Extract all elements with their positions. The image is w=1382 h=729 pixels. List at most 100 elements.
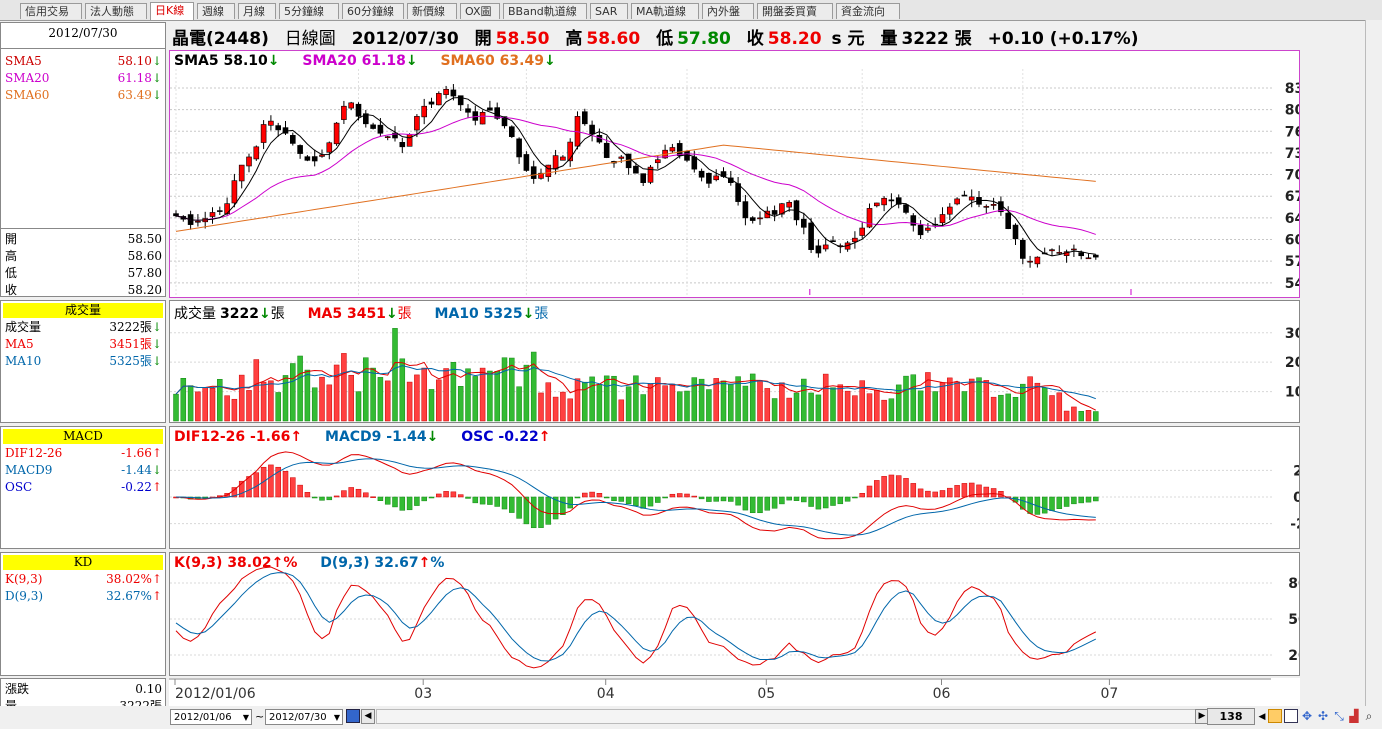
- search-icon[interactable]: ⌕: [1365, 709, 1373, 723]
- candle-body: [1071, 248, 1077, 251]
- volume-bar: [640, 394, 646, 422]
- legend-vol-ma5: MA5 3451: [307, 306, 386, 322]
- volume-bar: [713, 378, 719, 422]
- osc-bar: [428, 496, 435, 499]
- close-label: 收: [746, 29, 764, 49]
- volume-bar: [742, 385, 749, 422]
- x-tick-label: 2012/01/06: [175, 686, 256, 702]
- volume-bar: [866, 393, 873, 422]
- tab-13[interactable]: 開盤委買賣: [757, 3, 833, 19]
- candle-body: [552, 155, 559, 170]
- tab-7[interactable]: 新價線: [407, 3, 457, 19]
- row-value: -0.22↑: [121, 480, 162, 494]
- volume-bar: [917, 390, 924, 422]
- volume-bar: [808, 392, 814, 422]
- row-label: D(9,3): [5, 589, 44, 603]
- osc-bar: [976, 484, 982, 498]
- candle-body: [363, 113, 369, 125]
- volume-bar: [633, 375, 639, 422]
- row-value: -1.66↑: [121, 446, 162, 460]
- tab-8[interactable]: OX圖: [460, 3, 500, 19]
- tab-9[interactable]: BBand軌道線: [503, 3, 587, 19]
- fullscreen-icon[interactable]: ✣: [1317, 709, 1329, 723]
- volume-bar: [282, 375, 289, 422]
- candle-body: [968, 196, 975, 201]
- candle-body: [465, 108, 471, 113]
- candle-body: [1012, 224, 1019, 240]
- tab-2[interactable]: 日K線: [150, 2, 194, 20]
- tab-12[interactable]: 內外盤: [702, 3, 754, 19]
- row-label: 開: [5, 232, 18, 246]
- scroll-left-icon[interactable]: ◀: [361, 709, 375, 724]
- volume-title: 成交量: [3, 303, 163, 318]
- volume-bar: [487, 370, 493, 422]
- legend-sma20: SMA20 61.18↓: [302, 53, 418, 69]
- candle-body: [771, 210, 778, 215]
- candle-body: [326, 142, 333, 153]
- tab-0[interactable]: 信用交易: [20, 3, 82, 19]
- tab-3[interactable]: 週線: [197, 3, 235, 19]
- row-label: OSC: [5, 480, 33, 494]
- expand-icon[interactable]: ✥: [1301, 709, 1313, 723]
- tab-11[interactable]: MA軌道線: [631, 3, 699, 19]
- arrow-down-icon: ↓: [151, 337, 162, 351]
- volume-bar: [903, 375, 909, 422]
- bar-chart-icon[interactable]: ▟: [1349, 709, 1359, 723]
- shrink-icon[interactable]: ⤡: [1334, 709, 1344, 723]
- start-date-select[interactable]: 2012/01/06 ▼: [170, 709, 252, 725]
- lp-foot-row-0: 漲跌 0.10: [5, 681, 162, 697]
- candle-body: [640, 173, 647, 183]
- osc-bar: [618, 496, 625, 502]
- volume-bar: [1034, 382, 1041, 422]
- tab-4[interactable]: 月線: [238, 3, 276, 19]
- candle-body: [516, 138, 522, 158]
- candle-body: [290, 135, 296, 144]
- row-value: 58.60: [127, 249, 162, 263]
- candle-body: [866, 208, 873, 228]
- osc-bar: [647, 496, 654, 507]
- price-chart-panel[interactable]: SMA5 58.10↓ SMA20 61.18↓ SMA60 63.49↓ 54…: [169, 50, 1300, 298]
- volume-bar: [676, 391, 683, 422]
- osc-bar: [786, 496, 792, 501]
- osc-bar: [735, 496, 741, 506]
- scroll-left-icon[interactable]: ◀: [1258, 712, 1266, 722]
- chart-tool-icon[interactable]: [1268, 709, 1282, 723]
- volume-bar: [538, 392, 544, 422]
- end-date-select[interactable]: 2012/07/30 ▼: [265, 709, 343, 725]
- candle-body: [450, 89, 457, 97]
- horizontal-scrollbar[interactable]: [376, 709, 1206, 724]
- osc-bar: [384, 496, 391, 505]
- price-y-tick: 70.4: [1285, 168, 1299, 184]
- tab-14[interactable]: 資金流向: [836, 3, 900, 19]
- candle-body: [618, 156, 625, 159]
- high-label: 高: [565, 29, 583, 49]
- vertical-scrollbar[interactable]: [1365, 20, 1382, 706]
- tab-6[interactable]: 60分鐘線: [342, 3, 404, 19]
- volume-bar: [355, 391, 362, 422]
- volume-bar: [881, 399, 887, 422]
- macd-chart-panel[interactable]: DIF12-26 -1.66↑ MACD9 -1.44↓ OSC -0.22↑ …: [169, 426, 1300, 549]
- volume-bar: [253, 359, 260, 422]
- osc-bar: [545, 496, 552, 525]
- candle-body: [779, 203, 785, 215]
- kd-chart-panel[interactable]: K(9,3) 38.02↑% D(9,3) 32.67↑% 20 50 80: [169, 552, 1300, 676]
- candle-body: [581, 111, 588, 125]
- osc-bar: [421, 496, 427, 502]
- lp-sma-row-2: SMA60 63.49↓: [5, 87, 162, 103]
- tab-5[interactable]: 5分鐘線: [279, 3, 339, 19]
- candle-body: [173, 213, 179, 217]
- row-label: DIF12-26: [5, 446, 63, 460]
- tab-1[interactable]: 法人動態: [85, 3, 147, 19]
- page-icon[interactable]: [1284, 709, 1298, 723]
- osc-bar: [523, 496, 530, 525]
- tab-10[interactable]: SAR: [590, 3, 628, 19]
- macd-title: MACD: [3, 429, 163, 444]
- legend-vol-ma10: MA10 5325: [434, 306, 523, 322]
- legend-sma60: SMA60 63.49↓: [440, 53, 556, 69]
- osc-bar: [939, 490, 946, 498]
- zoom-icon[interactable]: [346, 709, 360, 723]
- osc-bar: [698, 496, 705, 500]
- osc-bar: [669, 493, 676, 498]
- osc-bar: [932, 491, 938, 498]
